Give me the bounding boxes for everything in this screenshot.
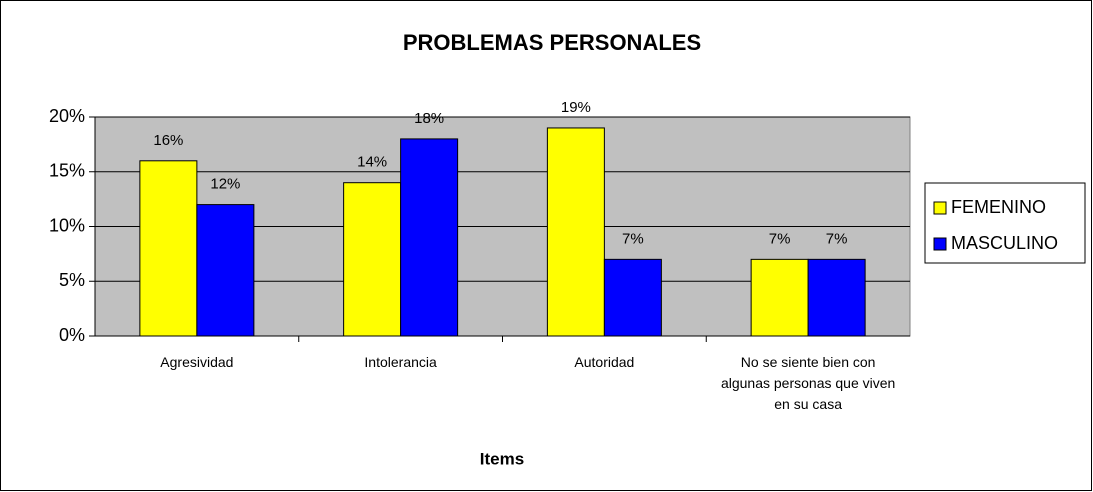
- x-axis-title: Items: [480, 449, 524, 468]
- y-tick-label: 20%: [49, 106, 85, 126]
- x-tick-label: Intolerancia: [364, 354, 437, 370]
- chart-title: PROBLEMAS PERSONALES: [403, 30, 701, 55]
- x-tick-label-box: Agresividad: [160, 354, 234, 370]
- data-label: 7%: [622, 230, 644, 247]
- bar: [400, 138, 459, 337]
- bar: [807, 258, 866, 337]
- y-tick-label: 5%: [59, 270, 85, 290]
- y-tick-label: 10%: [49, 215, 85, 235]
- bar: [750, 258, 809, 337]
- y-tick-label: 0%: [59, 325, 85, 345]
- x-tick-label: Autoridad: [574, 354, 635, 370]
- data-label: 7%: [769, 230, 791, 247]
- x-tick-label: No se siente bien con algunas personas q…: [720, 354, 896, 412]
- x-tick-label-box: Intolerancia: [364, 354, 437, 370]
- x-tick-label-box: Autoridad: [574, 354, 635, 370]
- legend-box: [924, 182, 1086, 264]
- bar: [546, 127, 605, 337]
- data-label: 18%: [414, 110, 444, 127]
- x-tick-label: Agresividad: [160, 354, 234, 370]
- bar: [139, 160, 198, 337]
- y-tick-label: 15%: [49, 161, 85, 181]
- legend-label: FEMENINO: [951, 197, 1046, 217]
- legend-swatch: [933, 201, 947, 215]
- bar: [196, 204, 255, 337]
- legend-swatch: [933, 237, 947, 251]
- bar: [343, 182, 402, 337]
- data-label: 19%: [561, 99, 591, 116]
- data-label: 7%: [826, 230, 848, 247]
- x-tick-label-box: No se siente bien con algunas personas q…: [720, 354, 896, 412]
- legend-label: MASCULINO: [951, 233, 1058, 253]
- data-label: 16%: [153, 132, 183, 149]
- data-label: 14%: [357, 154, 387, 171]
- data-label: 12%: [210, 176, 240, 193]
- bar: [603, 258, 662, 337]
